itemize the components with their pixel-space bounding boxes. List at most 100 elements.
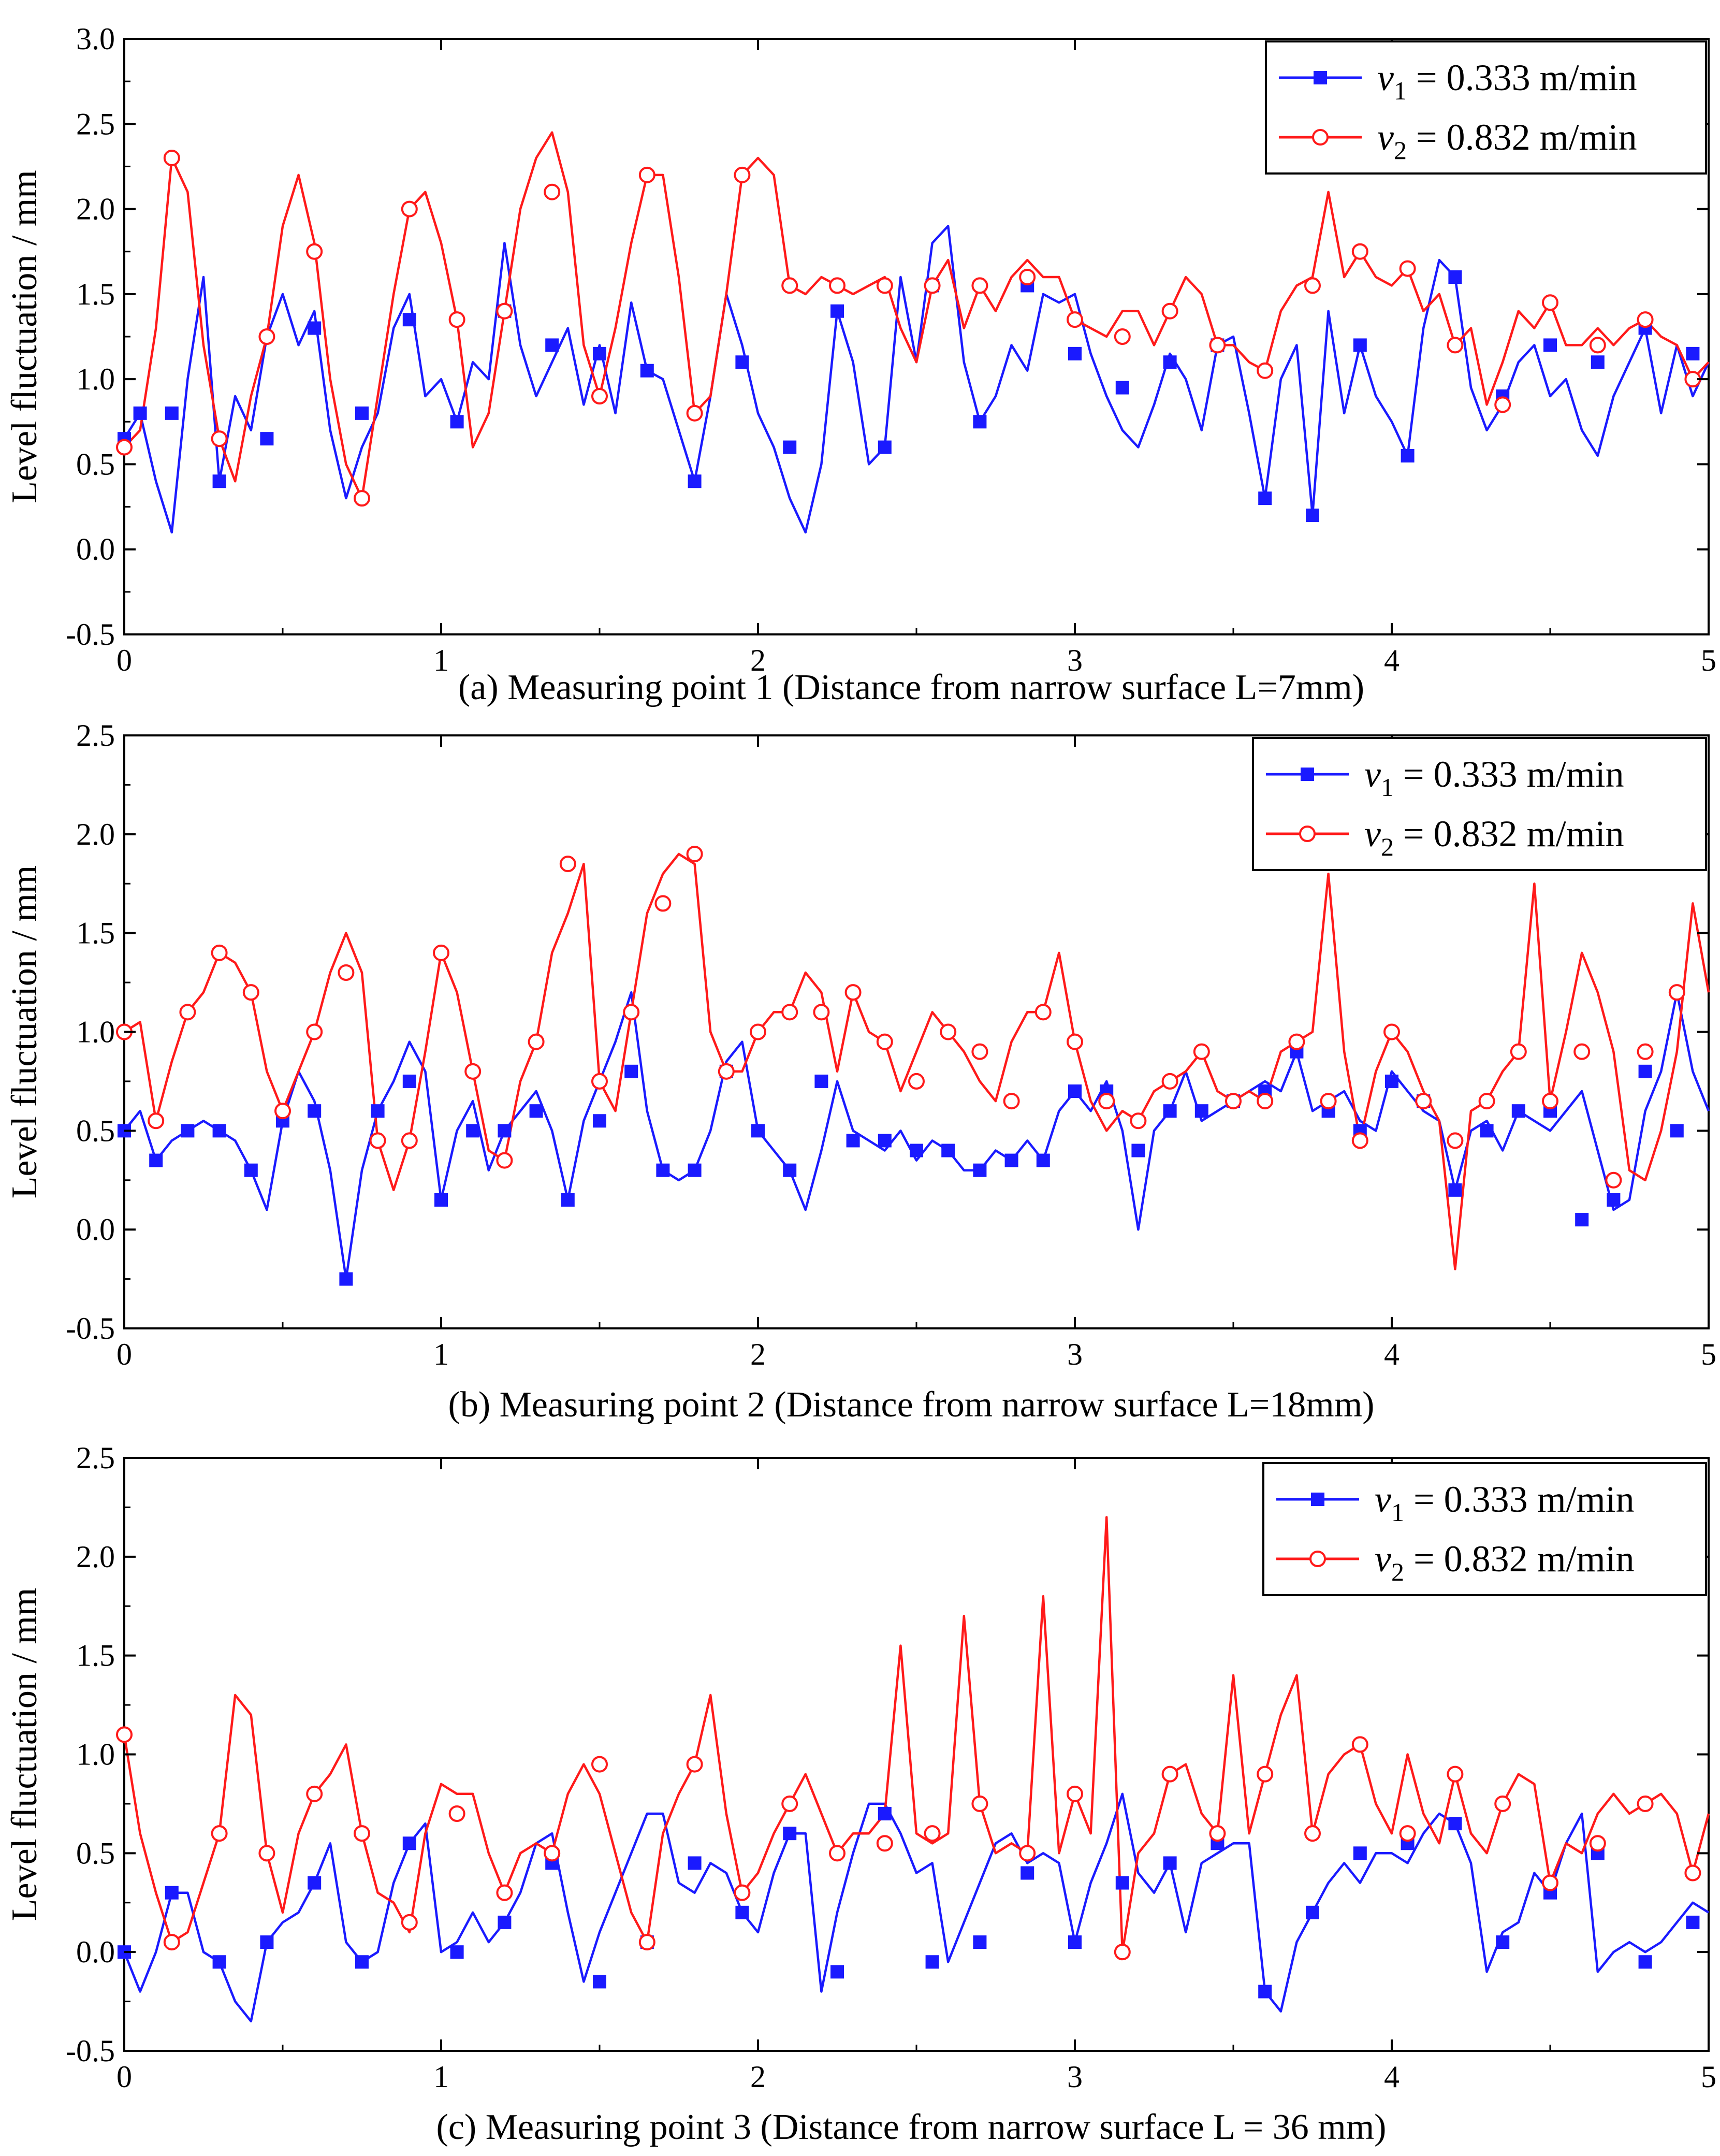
y-tick-label: 0.0 <box>76 532 115 567</box>
data-point-v2 <box>1399 1825 1416 1842</box>
data-point-v2 <box>338 964 355 981</box>
y-axis-title: Level fluctuation / mm <box>5 1588 45 1921</box>
data-point-v2 <box>876 1835 893 1852</box>
panel-caption: (b) Measuring point 2 (Distance from nar… <box>448 1385 1375 1425</box>
data-point-v1 <box>1607 1193 1621 1207</box>
data-point-v1 <box>973 1935 987 1949</box>
data-point-v2 <box>354 490 370 507</box>
data-point-v1 <box>561 1193 575 1207</box>
data-point-v2 <box>638 1934 655 1951</box>
data-point-v2 <box>1351 1736 1368 1753</box>
y-tick-label: 1.0 <box>76 1015 115 1049</box>
data-point-v2 <box>876 1033 893 1050</box>
data-point-v2 <box>718 1063 735 1080</box>
data-point-v1 <box>149 1153 163 1167</box>
data-point-v2 <box>1098 1093 1115 1110</box>
data-point-v2 <box>1209 337 1226 354</box>
data-point-v1 <box>593 1114 606 1128</box>
data-point-v2 <box>734 166 751 183</box>
data-point-v1 <box>1004 1153 1018 1167</box>
legend-var: v <box>1377 57 1394 98</box>
data-point-v1 <box>1163 355 1177 369</box>
data-point-v2 <box>591 388 608 404</box>
series-markers-v1 <box>118 1807 1700 1999</box>
data-point-v1 <box>688 474 702 488</box>
data-point-v2 <box>306 1023 323 1040</box>
data-point-v2 <box>781 1004 798 1021</box>
series-markers-v2 <box>116 1726 1701 1961</box>
data-point-v2 <box>876 277 893 294</box>
data-point-v2 <box>971 1043 988 1060</box>
data-point-v1 <box>165 406 179 420</box>
x-tick-label: 2 <box>750 2060 766 2094</box>
series-line-v1 <box>123 991 1710 1280</box>
data-point-v2 <box>1114 328 1131 345</box>
y-tick-label: 3.0 <box>76 22 115 56</box>
data-point-v2 <box>1494 396 1511 413</box>
data-point-v2 <box>1257 1093 1274 1110</box>
data-point-v2 <box>528 1033 545 1050</box>
y-tick-label: 1.5 <box>76 916 115 950</box>
legend-value: = 0.832 m/min <box>1407 117 1637 158</box>
data-point-v2 <box>148 1112 165 1130</box>
data-point-v2 <box>623 1004 640 1021</box>
data-point-v2 <box>544 1845 561 1862</box>
panel-caption: (a) Measuring point 1 (Distance from nar… <box>458 668 1364 707</box>
data-point-v1 <box>830 1965 844 1979</box>
legend-box <box>1265 40 1707 175</box>
data-point-v2 <box>274 1103 291 1120</box>
data-point-v1 <box>1163 1856 1177 1870</box>
data-point-v2 <box>211 944 228 961</box>
legend-subscript: 2 <box>1391 1557 1404 1586</box>
data-point-v1 <box>1543 338 1557 352</box>
data-point-v2 <box>559 856 576 873</box>
data-point-v1 <box>1385 1074 1398 1088</box>
x-tick-label: 2 <box>750 643 766 677</box>
data-point-v2 <box>163 150 180 166</box>
data-point-v2 <box>464 1063 482 1080</box>
y-tick-label: 0.5 <box>76 1113 115 1148</box>
y-tick-label: 2.5 <box>76 718 115 753</box>
data-point-v1 <box>545 338 559 352</box>
data-point-v1 <box>498 1915 512 1929</box>
x-tick-label: 4 <box>1384 2060 1400 2094</box>
data-point-v2 <box>924 277 941 294</box>
series-markers-v2 <box>116 846 1685 1189</box>
data-point-v2 <box>401 1132 418 1149</box>
data-point-v2 <box>433 944 449 961</box>
legend-var: v <box>1375 1479 1391 1520</box>
data-point-v1 <box>846 1134 860 1148</box>
data-point-v1 <box>1258 491 1272 505</box>
legend-var: v <box>1375 1538 1391 1580</box>
data-point-v2 <box>1114 1944 1131 1961</box>
y-tick-label: 0.0 <box>76 1935 115 1969</box>
legend-label-v1: v1 = 0.333 m/min <box>1375 1479 1635 1527</box>
legend-marker-v1 <box>1301 768 1314 781</box>
data-point-v2 <box>211 430 228 447</box>
data-point-v1 <box>1306 509 1319 522</box>
y-tick-label: 1.5 <box>76 277 115 311</box>
data-point-v2 <box>1510 1043 1527 1060</box>
data-point-v2 <box>496 1884 513 1901</box>
data-point-v1 <box>1306 1905 1319 1919</box>
y-tick-label: 0.0 <box>76 1212 115 1247</box>
data-point-v1 <box>1021 1866 1034 1880</box>
data-point-v2 <box>1067 311 1083 328</box>
data-point-v1 <box>1194 1104 1208 1118</box>
data-point-v2 <box>686 1756 703 1773</box>
data-point-v2 <box>1304 277 1321 294</box>
panel-caption: (c) Measuring point 3 (Distance from nar… <box>436 2107 1387 2147</box>
x-tick-label: 0 <box>116 1337 132 1371</box>
x-tick-label: 4 <box>1384 1337 1400 1371</box>
x-tick-label: 0 <box>116 2060 132 2094</box>
legend-subscript: 1 <box>1394 76 1407 105</box>
x-tick-label: 5 <box>1701 643 1716 677</box>
data-point-v1 <box>212 474 226 488</box>
data-point-v2 <box>1589 337 1606 354</box>
data-point-v2 <box>1684 1864 1701 1882</box>
data-point-v2 <box>496 302 513 320</box>
x-tick-label: 1 <box>433 643 449 677</box>
data-point-v2 <box>924 1825 941 1842</box>
chart-panels: 0 1 2 3 4 5 -0.5 0.0 0.5 1.0 1.5 2.0 2.5 3.0 Level flu… <box>5 22 1716 2147</box>
